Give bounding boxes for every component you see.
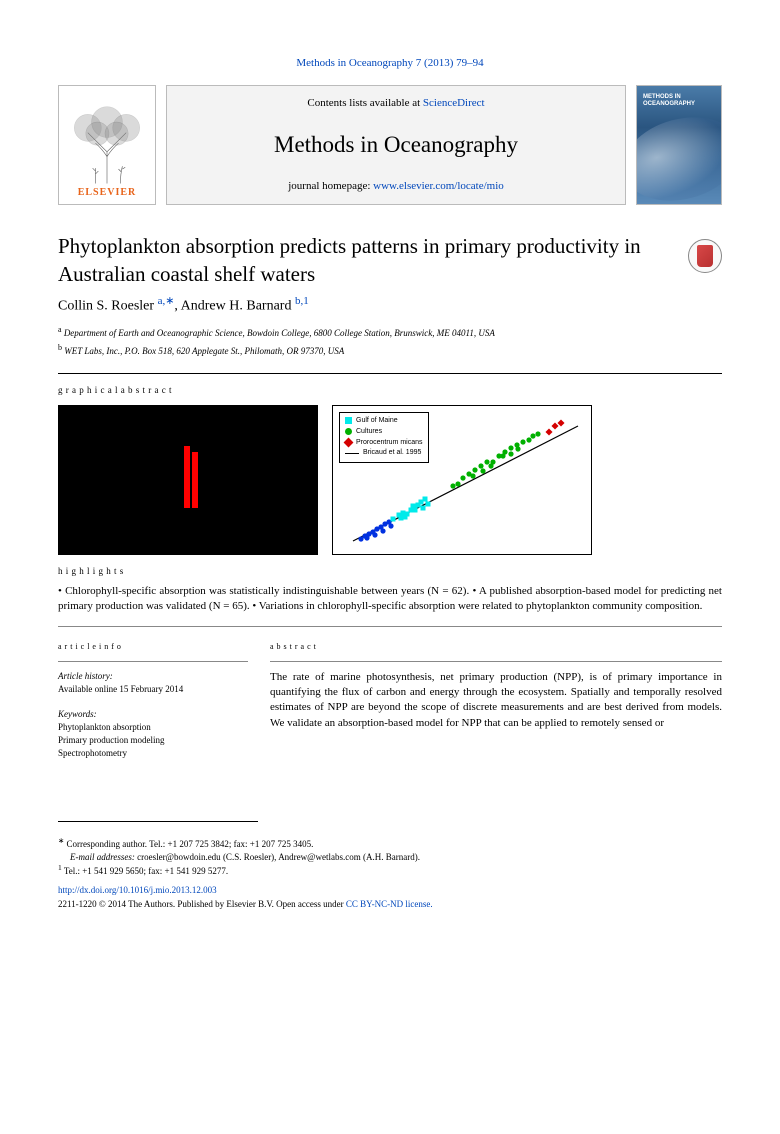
citation-link[interactable]: Methods in Oceanography 7 (2013) 79–94 [296,57,483,69]
graphical-abstract: Gulf of MaineCulturesProrocentrum micans… [58,405,722,555]
ga-figure-right: Gulf of MaineCulturesProrocentrum micans… [332,405,592,555]
author-1: Collin S. Roesler [58,299,154,314]
abstract-text: The rate of marine photosynthesis, net p… [270,670,722,732]
ga-figure-left [58,405,318,555]
journal-header: ELSEVIER Contents lists available at Sci… [58,85,722,205]
doi-link[interactable]: http://dx.doi.org/10.1016/j.mio.2013.12.… [58,885,217,895]
crossmark-badge[interactable] [688,239,722,273]
article-title: Phytoplankton absorption predicts patter… [58,233,688,288]
affiliation-b: b WET Labs, Inc., P.O. Box 518, 620 Appl… [58,342,722,358]
article-history-label: Article history: [58,670,248,683]
author-2-mark[interactable]: b,1 [295,295,309,307]
authors: Collin S. Roesler a,∗, Andrew H. Barnard… [58,294,722,316]
journal-cover: METHODS IN OCEANOGRAPHY [636,85,722,205]
cover-title: METHODS IN OCEANOGRAPHY [643,94,721,107]
sciencedirect-link[interactable]: ScienceDirect [423,97,485,109]
keyword: Spectrophotometry [58,747,248,760]
publisher-logo: ELSEVIER [58,85,156,205]
affiliation-a: a Department of Earth and Oceanographic … [58,324,722,340]
homepage-link[interactable]: www.elsevier.com/locate/mio [373,180,504,192]
legend: Gulf of MaineCulturesProrocentrum micans… [339,412,429,463]
header-center: Contents lists available at ScienceDirec… [166,85,626,205]
keyword: Phytoplankton absorption [58,721,248,734]
highlights-text: • Chlorophyll-specific absorption was st… [58,584,722,615]
footnotes: ∗ Corresponding author. Tel.: +1 207 725… [58,836,722,878]
email-link-2[interactable]: Andrew@wetlabs.com [278,852,361,862]
author-2: Andrew H. Barnard [181,299,292,314]
email-link-1[interactable]: croesler@bowdoin.edu [137,852,221,862]
homepage-line: journal homepage: www.elsevier.com/locat… [288,179,504,194]
article-info-head: a r t i c l e i n f o [58,641,248,652]
footnotes-rule [58,821,258,826]
keyword: Primary production modeling [58,734,248,747]
abstract-heading: a b s t r a c t [270,641,722,652]
journal-name: Methods in Oceanography [274,129,518,161]
contents-line: Contents lists available at ScienceDirec… [307,96,484,111]
keywords-label: Keywords: [58,708,248,721]
abstract-column: a b s t r a c t The rate of marine photo… [270,641,722,771]
citation-header: Methods in Oceanography 7 (2013) 79–94 [58,56,722,71]
article-info: a r t i c l e i n f o Article history: A… [58,641,248,771]
email-label: E-mail addresses: [70,852,135,862]
graphical-abstract-heading: g r a p h i c a l a b s t r a c t [58,384,722,397]
doi-block: http://dx.doi.org/10.1016/j.mio.2013.12.… [58,884,722,897]
author-1-mark[interactable]: a,∗ [158,295,175,307]
highlights-heading: h i g h l i g h t s [58,565,722,578]
available-online: Available online 15 February 2014 [58,683,248,696]
footnote-tel: Tel.: +1 541 929 5650; fax: +1 541 929 5… [64,866,228,876]
cc-link[interactable]: CC BY-NC-ND license. [346,899,433,909]
copyright-line: 2211-1220 © 2014 The Authors. Published … [58,898,722,911]
corresponding-author: Corresponding author. Tel.: +1 207 725 3… [67,839,314,849]
elsevier-text: ELSEVIER [78,186,137,204]
